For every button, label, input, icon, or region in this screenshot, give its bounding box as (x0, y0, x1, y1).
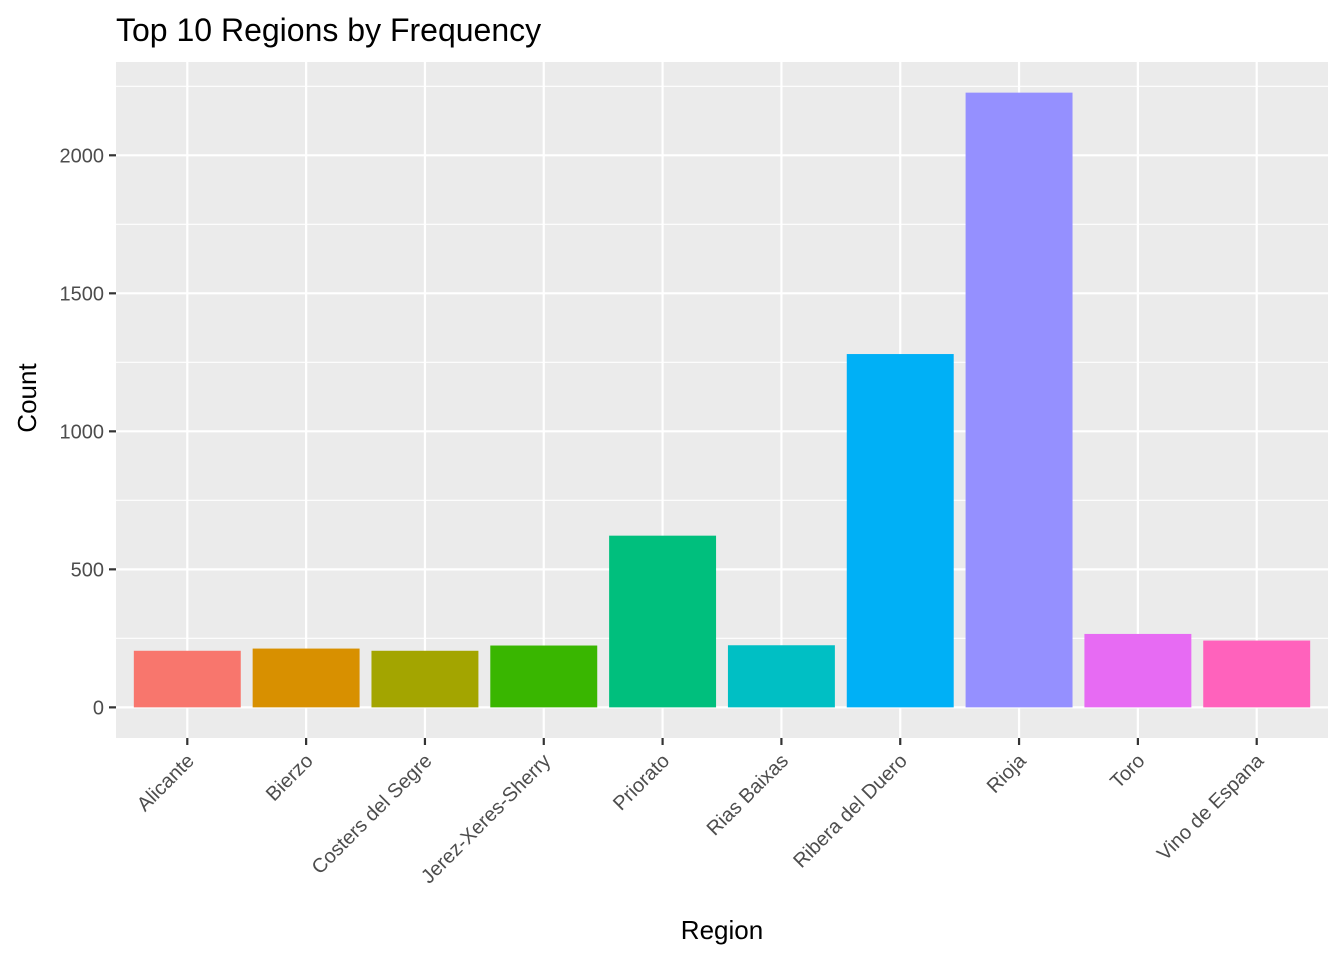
y-axis: 0 500 1000 1500 2000 (60, 145, 116, 719)
major-gridlines (116, 62, 1328, 738)
y-tick-label: 500 (71, 559, 104, 581)
bar-vino-de-espana (1203, 640, 1311, 708)
y-tick-label: 1500 (60, 283, 105, 305)
x-tick-label: Vino de Espana (1153, 749, 1269, 865)
bar-toro (1084, 633, 1192, 708)
bars (133, 92, 1311, 708)
x-tick-label: Toro (1106, 750, 1149, 793)
x-tick-label: Alicante (133, 750, 199, 816)
plot-panel (116, 62, 1328, 738)
x-tick-label: Rias Baixas (703, 750, 793, 840)
y-tick-label: 0 (93, 697, 104, 719)
bar-ribera-del-duero (846, 354, 954, 708)
x-tick-label: Ribera del Duero (789, 750, 911, 872)
x-tick-label: Rioja (983, 749, 1031, 797)
x-tick-label: Priorato (609, 750, 674, 815)
bar-bierzo (252, 648, 360, 708)
bar-costers-del-segre (371, 650, 479, 708)
chart-title: Top 10 Regions by Frequency (116, 12, 541, 48)
x-tick-label: Costers del Segre (308, 750, 437, 879)
bar-rias-baixas (727, 645, 835, 708)
x-tick-label: Bierzo (262, 750, 318, 806)
x-tick-label: Jerez-Xeres-Sherry (417, 750, 555, 888)
y-tick-label: 2000 (60, 145, 105, 167)
bar-priorato (609, 535, 717, 708)
y-tick-label: 1000 (60, 421, 105, 443)
bar-alicante (133, 650, 241, 708)
bar-jerez-xeres-sherry (490, 645, 598, 708)
y-axis-title: Count (12, 363, 42, 433)
x-axis-title: Region (681, 915, 763, 945)
bar-rioja (965, 92, 1073, 708)
